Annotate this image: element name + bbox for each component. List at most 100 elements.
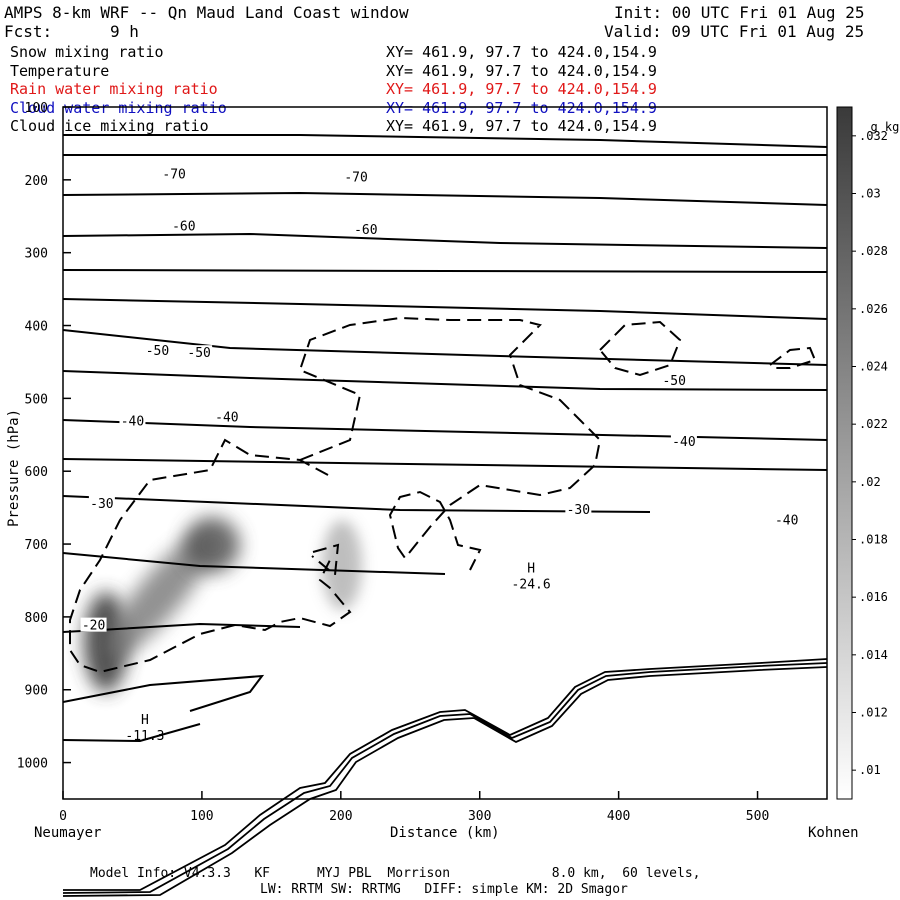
x-tick-label: 200 xyxy=(329,809,352,824)
colorbar-gradient xyxy=(836,106,853,800)
field-cloudwater-name: Cloud water mixing ratio xyxy=(10,99,227,117)
colorbar-ticks: .032 .03 .028 .026 .024 .022 .02 .018 .016 .014 .0… xyxy=(852,129,888,777)
colorbar-tick-label: .022 xyxy=(859,417,888,431)
y-tick-label: 1000 xyxy=(17,757,48,772)
mixing-ratio-shading xyxy=(84,517,362,692)
x-tick-label: 400 xyxy=(607,809,630,824)
contour-label-bg xyxy=(119,413,146,428)
isotherm xyxy=(63,269,827,273)
x-axis: 0 100 200 300 400 500 xyxy=(59,791,769,824)
isotherm xyxy=(63,370,827,391)
temperature-contour-label: -50 xyxy=(187,346,210,361)
contour-label-bg xyxy=(144,343,171,358)
high-marker: H xyxy=(141,713,149,728)
high-value-label: -11.3 xyxy=(125,729,164,744)
x-tick-label: 300 xyxy=(468,809,491,824)
colorbar-unit: g kg-1 xyxy=(870,120,900,134)
field-rain-xy: XY= 461.9, 97.7 to 424.0,154.9 xyxy=(386,80,657,98)
valid-time: Valid: 09 UTC Fri 01 Aug 25 xyxy=(604,22,865,41)
high-marker: H xyxy=(527,561,535,576)
high-value-label: -24.6 xyxy=(512,577,551,592)
isotherm xyxy=(63,552,446,575)
x-tick-label: 100 xyxy=(190,809,213,824)
temperature-contour-label: -40 xyxy=(775,514,798,529)
y-tick-label: 500 xyxy=(25,392,48,407)
isotherm xyxy=(63,191,827,206)
y-tick-label: 200 xyxy=(25,174,48,189)
y-tick-label: 600 xyxy=(25,465,48,480)
contour-label-bg xyxy=(80,617,107,632)
colorbar-tick-label: .024 xyxy=(859,360,888,374)
temperature-contour-label: -50 xyxy=(146,344,169,359)
isotherm xyxy=(63,134,827,148)
colorbar-tick-label: .01 xyxy=(859,763,881,777)
colorbar-tick-label: .03 xyxy=(859,187,881,201)
temperature-contour-label: -20 xyxy=(82,619,105,634)
colorbar-tick-label: .012 xyxy=(859,706,888,720)
mixing-ratio-dashed-contours xyxy=(69,316,817,674)
contour-label-bg xyxy=(661,372,688,387)
field-temperature-name: Temperature xyxy=(10,62,110,80)
isotherm xyxy=(63,298,827,320)
mixing-ratio-max-upper xyxy=(184,517,240,573)
x-left-label: Neumayer xyxy=(34,825,102,841)
mixing-ratio-max-mid xyxy=(322,520,362,610)
y-tick-label: 100 xyxy=(25,101,48,116)
contour-label-bg xyxy=(88,495,115,510)
colorbar-tick-label: .028 xyxy=(859,244,888,258)
colorbar-tick-label: .02 xyxy=(859,475,881,489)
footer-model-info: Model Info: V4.3.3 KF MYJ PBL Morrison 8… xyxy=(90,866,701,881)
colorbar-tick-label: .026 xyxy=(859,302,888,316)
y-tick-label: 700 xyxy=(25,538,48,553)
y-axis: 100 200 300 400 500 600 700 800 900 1000 xyxy=(17,101,71,772)
footer-physics: LW: RRTM SW: RRTMG DIFF: simple KM: 2D S… xyxy=(260,882,628,897)
contour-label-bg xyxy=(352,222,379,237)
field-snow-name: Snow mixing ratio xyxy=(10,43,164,61)
field-cloudwater-xy: XY= 461.9, 97.7 to 424.0,154.9 xyxy=(386,99,657,117)
isotherm xyxy=(63,674,265,712)
contour-label-bg xyxy=(186,345,213,360)
init-time: Init: 00 UTC Fri 01 Aug 25 xyxy=(614,3,865,22)
y-tick-label: 300 xyxy=(25,247,48,262)
temperature-contour-label: -70 xyxy=(162,168,185,183)
isotherm xyxy=(63,232,827,249)
contour-label-bg xyxy=(161,166,188,181)
colorbar-tick-label: .014 xyxy=(859,648,888,662)
plot-frame xyxy=(62,106,828,800)
field-temperature-xy: XY= 461.9, 97.7 to 424.0,154.9 xyxy=(386,62,657,80)
x-tick-label: 500 xyxy=(746,809,769,824)
colorbar: .032 .03 .028 .026 .024 .022 .02 .018 .016 .014 .0… xyxy=(836,106,888,800)
colorbar-tick-label: .032 xyxy=(859,129,888,143)
field-snow-xy: XY= 461.9, 97.7 to 424.0,154.9 xyxy=(386,43,657,61)
field-rain-name: Rain water mixing ratio xyxy=(10,80,218,98)
isotherm xyxy=(63,419,827,441)
contour-label-bg xyxy=(773,512,800,527)
contour-label-bg xyxy=(670,434,697,449)
temperature-contour-label: -50 xyxy=(662,374,685,389)
field-cloudice-name: Cloud ice mixing ratio xyxy=(10,117,209,135)
header-title: AMPS 8-km WRF -- Qn Maud Land Coast wind… xyxy=(4,3,409,22)
temperature-contour-label: -40 xyxy=(121,415,144,430)
temperature-contour-label: -40 xyxy=(672,435,695,450)
forecast-hour: 9 h xyxy=(110,22,139,41)
mixing-ratio-band xyxy=(105,532,215,658)
contour-label-bg xyxy=(213,409,240,424)
temperature-contour-label: -60 xyxy=(354,223,377,238)
x-axis-title: Distance (km) xyxy=(390,825,500,841)
y-tick-label: 400 xyxy=(25,320,48,335)
temperature-contour-label: -60 xyxy=(172,219,195,234)
x-tick-label: 0 xyxy=(59,809,67,824)
contour-label-bg xyxy=(343,169,370,184)
isotherm xyxy=(63,495,651,513)
temperature-contour-label: -30 xyxy=(567,503,590,518)
contour-label-bg xyxy=(565,501,592,516)
temperature-contour-label: -70 xyxy=(344,171,367,186)
temperature-contour-label: -30 xyxy=(90,497,113,512)
isotherm xyxy=(63,458,827,471)
forecast-label: Fcst: xyxy=(4,22,53,41)
field-cloudice-xy: XY= 461.9, 97.7 to 424.0,154.9 xyxy=(386,117,657,135)
x-right-label: Kohnen xyxy=(808,825,859,841)
colorbar-tick-label: .018 xyxy=(859,533,888,547)
y-tick-label: 800 xyxy=(25,611,48,626)
